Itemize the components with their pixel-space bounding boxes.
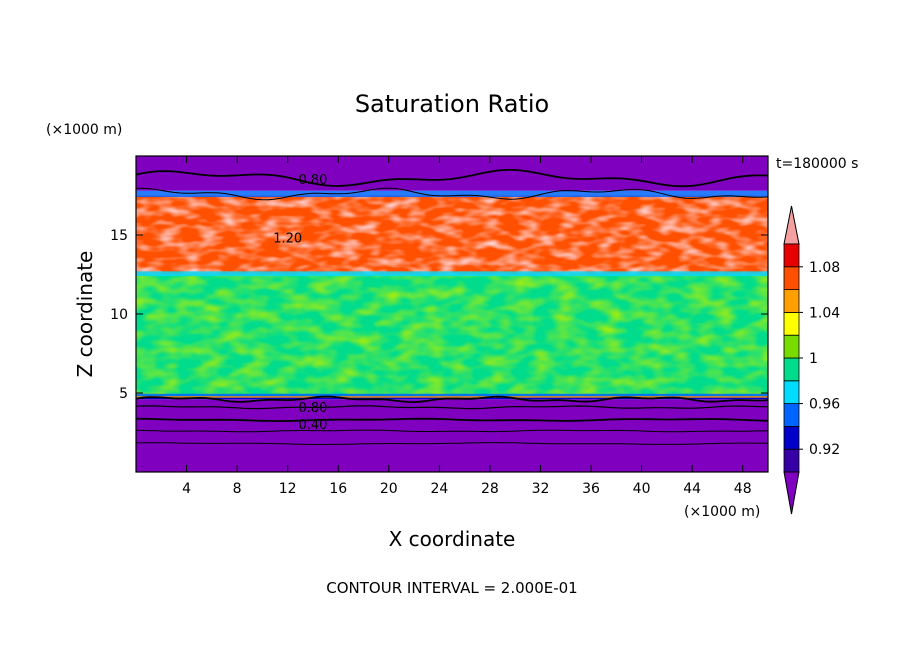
colorbar-tick-label: 1 [809, 351, 818, 367]
contour-interval-footer: CONTOUR INTERVAL = 2.000E-01 [326, 579, 577, 597]
contour-line [136, 395, 768, 404]
x-tick-label: 16 [329, 481, 347, 497]
colorbar-tick-label: 0.96 [809, 397, 840, 413]
cloud-mottle [136, 274, 768, 397]
y-tick-label: 5 [119, 386, 128, 402]
colorbar-box [783, 425, 800, 450]
x-tick-label: 36 [582, 481, 600, 497]
colorbar-bottom-arrow [783, 471, 800, 515]
colorbar-box [783, 289, 800, 313]
colorbar: 0.92 0.96 1 1.04 1.08 [783, 205, 840, 515]
colorbar-box [783, 243, 800, 268]
y-axis-ticks: 5 10 15 [110, 228, 768, 402]
contour-line [136, 442, 768, 445]
colorbar-box [783, 266, 800, 290]
x-tick-label: 24 [430, 481, 448, 497]
contour-label: 1.20 [273, 231, 302, 246]
colorbar-tick-label: 0.92 [809, 442, 840, 458]
x-axis-label: X coordinate [389, 527, 516, 551]
contour-line [136, 417, 768, 422]
time-label: t=180000 s [776, 156, 858, 172]
contour-line [136, 168, 768, 188]
colorbar-box [783, 357, 800, 382]
chart-title: Saturation Ratio [355, 90, 549, 118]
contour-line [136, 429, 768, 433]
x-tick-label: 32 [532, 481, 550, 497]
contour-label: 0.40 [298, 418, 327, 433]
transition-strip [136, 190, 768, 198]
colorbar-tick-label: 1.04 [809, 305, 840, 321]
x-tick-label: 28 [481, 481, 499, 497]
x-tick-label: 4 [182, 481, 191, 497]
contour-label: 0.80 [298, 401, 327, 416]
y-axis-unit: (×1000 m) [46, 122, 122, 138]
colorbar-box [783, 334, 800, 359]
transition-strip [136, 271, 768, 277]
y-tick-label: 15 [110, 228, 128, 244]
x-axis-unit: (×1000 m) [684, 504, 760, 520]
colorbar-tick-label: 1.08 [809, 260, 840, 276]
region-band [136, 399, 768, 472]
transition-strip [136, 393, 768, 397]
x-tick-label: 12 [279, 481, 297, 497]
plot-area: 0.80 1.20 0.80 0.40 [136, 156, 768, 472]
field-texture [136, 190, 768, 398]
upper-mottle [136, 195, 768, 275]
colorbar-box [783, 311, 800, 336]
colorbar-top-arrow [783, 205, 800, 245]
contour-line [136, 405, 768, 410]
contour-label: 0.80 [298, 173, 327, 188]
x-tick-label: 20 [380, 481, 398, 497]
x-axis-ticks: 4 8 12 16 20 24 28 32 36 40 44 48 [182, 156, 752, 497]
transition-strip [136, 396, 768, 398]
x-tick-label: 48 [734, 481, 752, 497]
y-axis-label: Z coordinate [73, 251, 97, 378]
colorbar-box [783, 448, 800, 473]
contour-labels: 0.80 1.20 0.80 0.40 [273, 173, 327, 433]
x-tick-label: 44 [683, 481, 701, 497]
contour-line [136, 187, 768, 201]
y-tick-label: 10 [110, 307, 128, 323]
colorbar-box [783, 403, 800, 427]
x-tick-label: 40 [633, 481, 651, 497]
colorbar-box [783, 380, 800, 404]
x-tick-label: 8 [233, 481, 242, 497]
contour-lines [136, 168, 768, 445]
